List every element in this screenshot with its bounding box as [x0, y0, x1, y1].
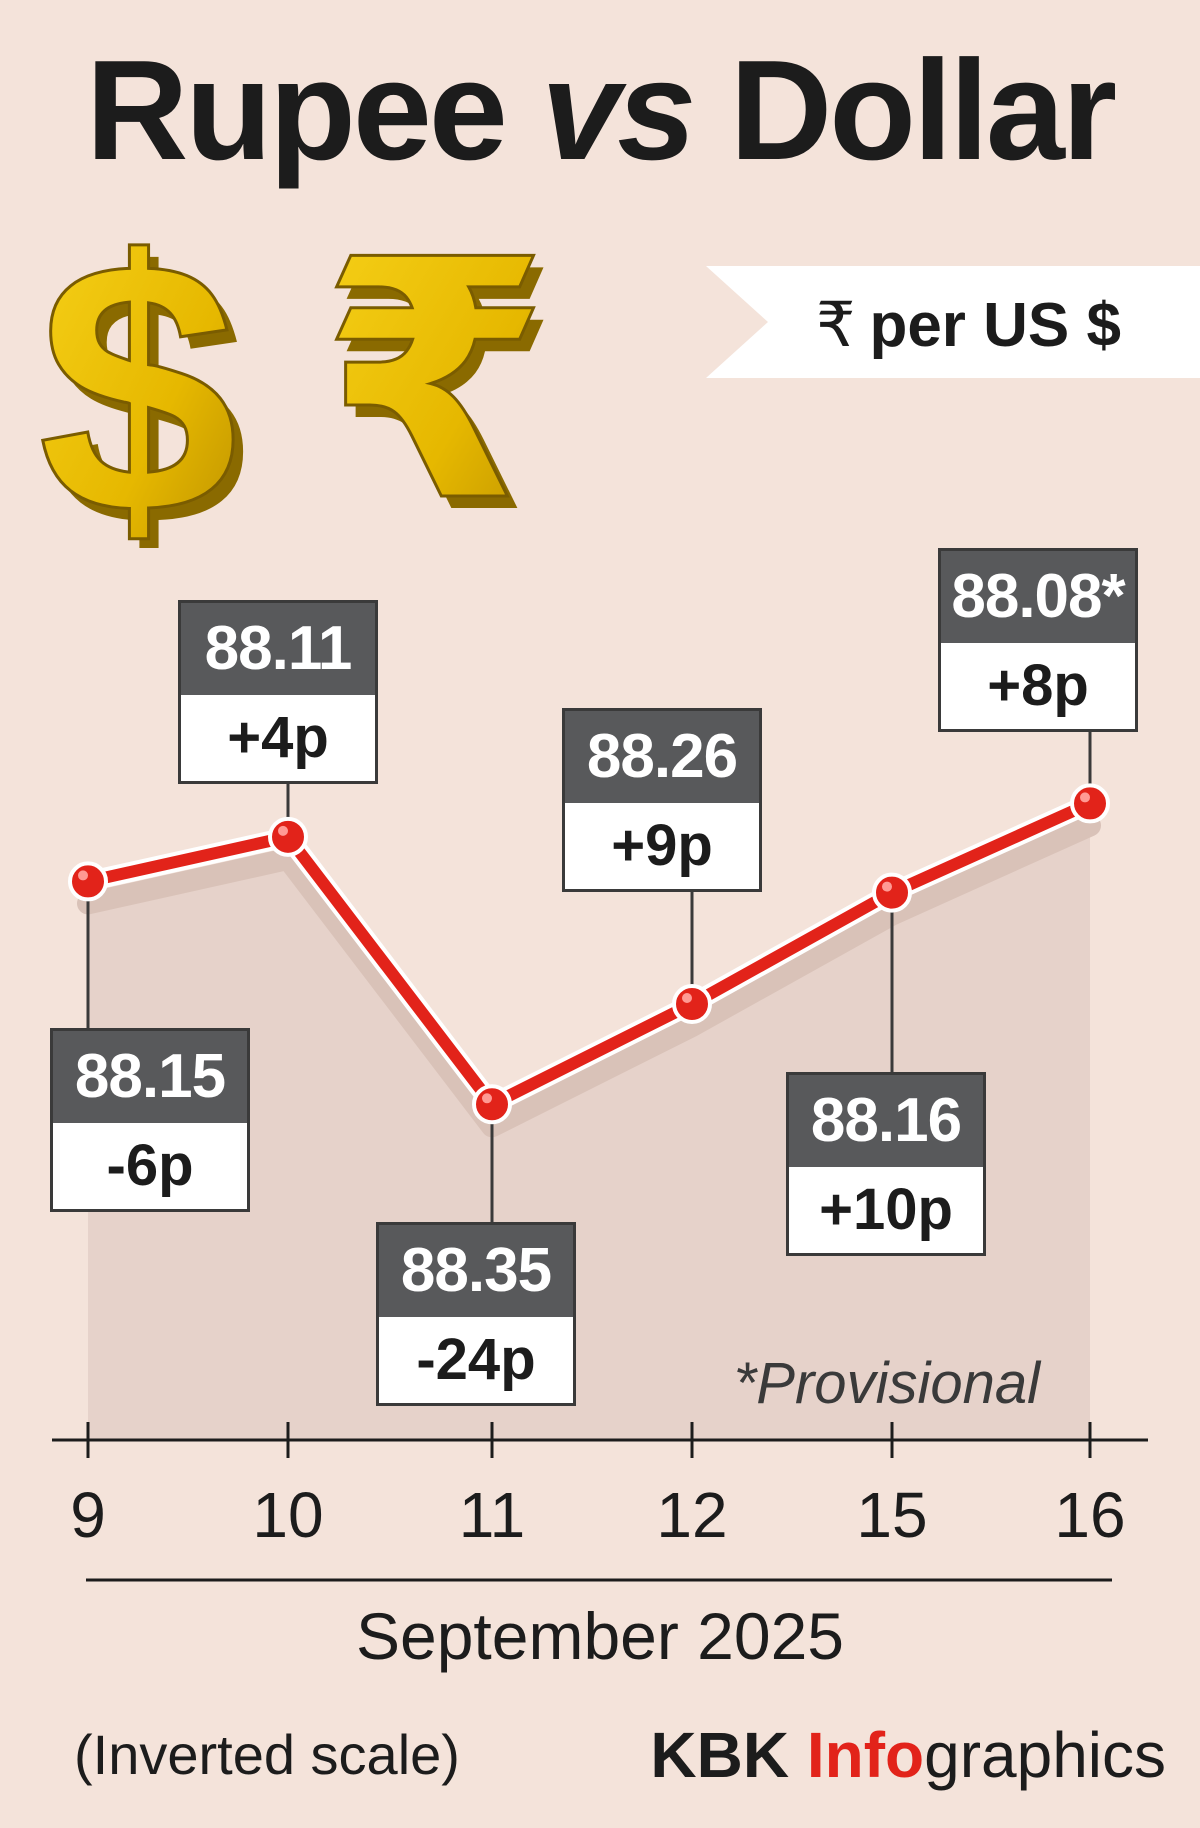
title-part-1: Rupee [85, 31, 542, 190]
data-point-10 [268, 816, 308, 857]
value-callout-12: 88.26 +9p [562, 708, 762, 892]
x-tick-label: 11 [458, 1479, 526, 1551]
change-label: +10p [819, 1177, 953, 1242]
credit-info: Info [806, 1719, 925, 1791]
svg-text:₹: ₹ [320, 228, 550, 548]
title-vs: vs [541, 31, 696, 190]
data-point-15 [872, 872, 912, 913]
x-axis-label: September 2025 [355, 1599, 844, 1673]
data-point-highlight-15 [882, 881, 892, 892]
unit-label: ₹ per US $ [816, 288, 1121, 361]
data-point-highlight-12 [682, 993, 692, 1003]
rate-label: 88.11 [181, 603, 375, 695]
svg-text:₹: ₹ [330, 228, 560, 548]
rate-label: 88.16 [789, 1075, 983, 1167]
unit-text: per US $ [869, 291, 1121, 360]
credit-graphics: graphics [924, 1719, 1166, 1791]
inverted-scale-note: (Inverted scale) [74, 1723, 460, 1786]
credit: KBK Infographics [650, 1718, 1166, 1792]
change-label: -24p [416, 1327, 536, 1392]
svg-text:$: $ [48, 228, 248, 548]
data-point-highlight-11 [482, 1093, 492, 1104]
data-point-16 [1070, 783, 1110, 824]
currency-illustration: $ $ ₹ ₹ [37, 228, 560, 548]
x-tick-label: 9 [70, 1479, 106, 1551]
x-tick-label: 12 [656, 1479, 728, 1551]
change-label: -6p [106, 1133, 194, 1198]
change-label: +8p [987, 653, 1089, 718]
area-fill [88, 833, 1090, 1440]
value-callout-15: 88.16 +10p [786, 1072, 986, 1256]
line-shadow [77, 814, 1101, 1138]
series-line [82, 797, 1096, 1111]
dollar-sign-icon: $ $ [37, 228, 249, 548]
data-point-highlight-10 [278, 825, 288, 836]
rupee-sign-icon: ₹ ₹ [319, 228, 560, 548]
change-label: +9p [611, 813, 713, 878]
svg-text:$: $ [38, 228, 238, 548]
change-label: +4p [227, 705, 329, 770]
value-callout-9: 88.15 -6p [50, 1028, 250, 1212]
rupee-symbol: ₹ [816, 291, 856, 360]
data-point-highlight-16 [1080, 792, 1090, 803]
unit-banner: ₹ per US $ [706, 266, 1200, 378]
x-tick-label: 15 [856, 1479, 928, 1551]
value-callout-16: 88.08* +8p [938, 548, 1138, 732]
credit-kbk: KBK [650, 1719, 807, 1791]
x-tick-label: 16 [1054, 1479, 1126, 1551]
title-part-2: Dollar [693, 31, 1117, 190]
provisional-note: *Provisional [733, 1351, 1040, 1416]
value-callout-11: 88.35 -24p [376, 1222, 576, 1406]
rate-label: 88.26 [565, 711, 759, 803]
rate-label: 88.15 [53, 1031, 247, 1123]
data-point-11 [472, 1084, 512, 1125]
data-point-12 [672, 984, 712, 1024]
data-point-9 [68, 861, 108, 902]
data-point-highlight-9 [78, 870, 88, 881]
chart-title: Rupee vs Dollar [0, 40, 1200, 182]
x-tick-label: 10 [252, 1479, 324, 1551]
rate-label: 88.08* [941, 551, 1135, 643]
value-callout-10: 88.11 +4p [178, 600, 378, 784]
rate-label: 88.35 [379, 1225, 573, 1317]
